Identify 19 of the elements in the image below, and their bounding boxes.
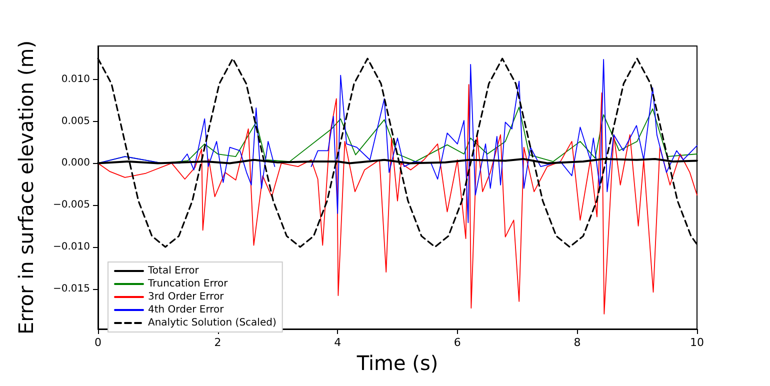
legend-label: 3rd Order Error [148, 292, 225, 302]
x-tick-label: 10 [690, 336, 704, 349]
y-tick-label: 0.010 [61, 74, 90, 85]
legend-label: 4th Order Error [148, 304, 225, 316]
y-tick-label: −0.015 [52, 283, 90, 294]
legend-label: Analytic Solution (Scaled) [148, 318, 276, 328]
x-tick-label: 4 [334, 336, 342, 349]
x-axis-title: Time (s) [356, 351, 438, 375]
x-tick-label: 6 [454, 336, 461, 349]
y-tick-label: 0.005 [61, 116, 90, 127]
y-tick-label: 0.000 [61, 158, 90, 169]
legend-label: Truncation Error [147, 278, 229, 290]
x-tick-label: 2 [214, 336, 222, 349]
x-tick-label: 8 [574, 336, 581, 349]
legend-label: Total Error [147, 266, 200, 276]
y-tick-label: −0.010 [52, 241, 90, 252]
x-tick-label: 0 [94, 336, 102, 349]
y-tick-label: −0.005 [52, 200, 90, 211]
y-axis-title: Error in surface elevation (m) [14, 40, 38, 334]
